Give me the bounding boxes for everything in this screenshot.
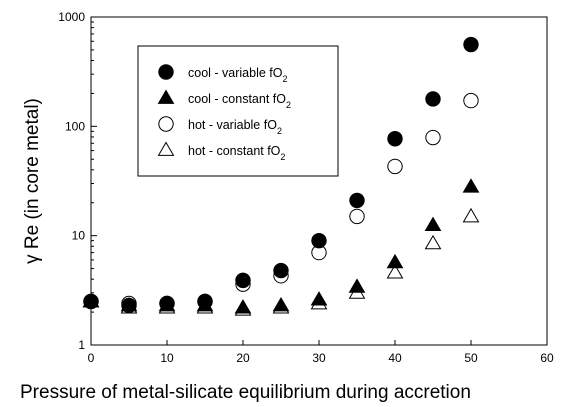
data-point [387,158,403,175]
legend-label: hot - variable fO2 [188,118,282,136]
legend-marker [158,116,174,132]
data-point [234,299,252,314]
data-point [120,296,138,312]
legend-marker [157,141,175,156]
y-tick-label: 1 [78,338,85,352]
x-tick-label: 60 [540,351,554,365]
data-point [310,291,328,306]
data-point [273,262,289,279]
y-tick-label: 100 [65,119,85,133]
data-point [349,192,365,209]
legend-label: cool - variable fO2 [188,66,288,84]
legend-label: cool - constant fO2 [188,92,291,110]
data-point [463,92,479,109]
data-point [386,253,404,269]
data-point [311,232,327,249]
y-tick-label: 10 [72,229,86,243]
legend-marker [157,89,175,104]
data-point [425,129,441,146]
y-tick-label: 1000 [58,10,85,24]
data-point [235,272,251,289]
y-axis-ticks: 1 10 100 1000 [58,10,97,352]
data-markers [82,36,480,316]
x-axis-title: Pressure of metal-silicate equilibrium d… [20,382,471,403]
x-tick-label: 0 [88,351,95,365]
data-point [424,234,442,250]
x-tick-label: 10 [160,351,174,365]
legend: cool - variable fO2 cool - constant fO2 ho… [137,45,339,177]
data-point [424,216,442,231]
data-point [425,91,441,107]
data-point [462,178,480,193]
y-axis-title: γ Re (in core metal) [22,98,43,264]
x-tick-label: 30 [312,351,326,365]
data-point [463,36,479,53]
data-point [387,131,403,147]
x-tick-label: 20 [236,351,250,365]
data-point [82,292,100,308]
data-point [462,207,480,223]
data-point [158,296,176,312]
data-point [349,208,365,225]
data-point [196,296,214,312]
x-tick-label: 40 [388,351,402,365]
data-point [272,296,290,312]
data-point [386,264,404,279]
legend-label: hot - constant fO2 [188,144,285,162]
data-point [348,278,366,293]
x-axis-ticks: 0 10 20 30 40 50 60 [88,340,554,365]
legend-marker [158,64,174,80]
x-tick-label: 50 [464,351,478,365]
